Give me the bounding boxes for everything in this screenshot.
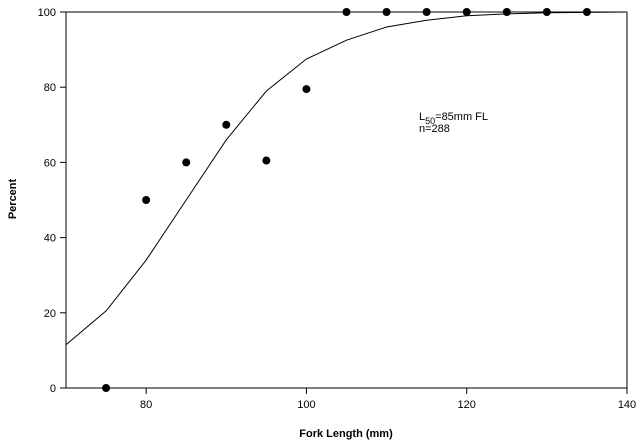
y-axis-ticks: 0 20 40 60 80 100 [38, 7, 66, 395]
x-tick-label: 140 [618, 399, 636, 411]
logistic-fit-curve [65, 11, 628, 346]
data-point [382, 8, 391, 16]
data-point [462, 8, 471, 16]
x-tick-label: 120 [458, 399, 476, 411]
axes [65, 11, 628, 389]
x-tick-label: 100 [297, 399, 315, 411]
y-tick-label: 0 [50, 383, 56, 395]
data-point [222, 120, 231, 129]
data-points [102, 8, 591, 392]
y-tick-label: 80 [44, 82, 56, 94]
data-point [102, 384, 111, 392]
data-point [542, 8, 551, 16]
data-point [502, 8, 511, 16]
x-axis-ticks: 80 100 120 140 [140, 388, 636, 411]
y-axis-title: Percent [7, 178, 19, 219]
sample-size-annotation: n=288 [419, 123, 450, 135]
l50-annotation: L50=85mm FL [419, 111, 488, 126]
data-point [262, 156, 271, 165]
y-tick-label: 60 [44, 157, 56, 169]
x-axis-title: Fork Length (mm) [299, 428, 393, 440]
data-point [142, 196, 151, 204]
x-tick-label: 80 [140, 399, 152, 411]
data-point [302, 85, 311, 94]
data-point [342, 8, 351, 16]
plot-frame [65, 11, 628, 389]
data-point [422, 8, 431, 16]
y-tick-label: 40 [44, 233, 56, 245]
data-point [582, 8, 591, 16]
data-point [182, 158, 191, 167]
y-tick-label: 20 [44, 308, 56, 320]
y-tick-label: 100 [38, 7, 56, 19]
